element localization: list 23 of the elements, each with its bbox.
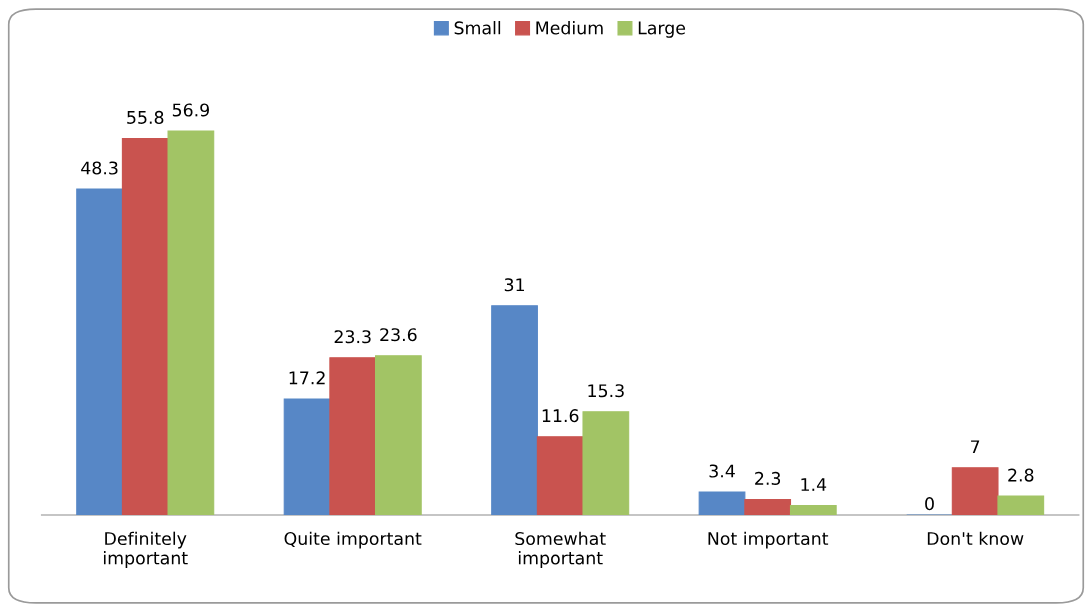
x-tick-label: Don't know xyxy=(927,531,1024,546)
x-tick-label: Somewhat important xyxy=(515,531,606,568)
data-label: 2.3 xyxy=(755,471,781,485)
x-tick-label: Not important xyxy=(708,531,829,549)
legend-label: Large xyxy=(638,21,686,38)
data-label: 56.9 xyxy=(172,103,209,117)
x-tick-label: Definitely important xyxy=(103,531,188,568)
data-label: 2.8 xyxy=(1008,468,1034,482)
data-label: 31 xyxy=(504,278,524,292)
data-label: 7 xyxy=(971,440,980,454)
data-label: 23.6 xyxy=(380,328,417,342)
data-label: 11.6 xyxy=(542,409,579,423)
x-tick-label: Quite important xyxy=(284,531,422,549)
data-label: 48.3 xyxy=(81,161,118,175)
data-label: 0 xyxy=(925,497,934,511)
data-label: 17.2 xyxy=(289,371,325,385)
data-label: 1.4 xyxy=(801,478,827,491)
data-label: 3.4 xyxy=(709,464,735,478)
legend-label: Medium xyxy=(536,21,603,35)
data-label: 55.8 xyxy=(127,110,164,124)
data-label: 15.3 xyxy=(588,384,624,398)
legend-label: Small xyxy=(454,21,501,35)
data-label: 23.3 xyxy=(334,330,371,344)
